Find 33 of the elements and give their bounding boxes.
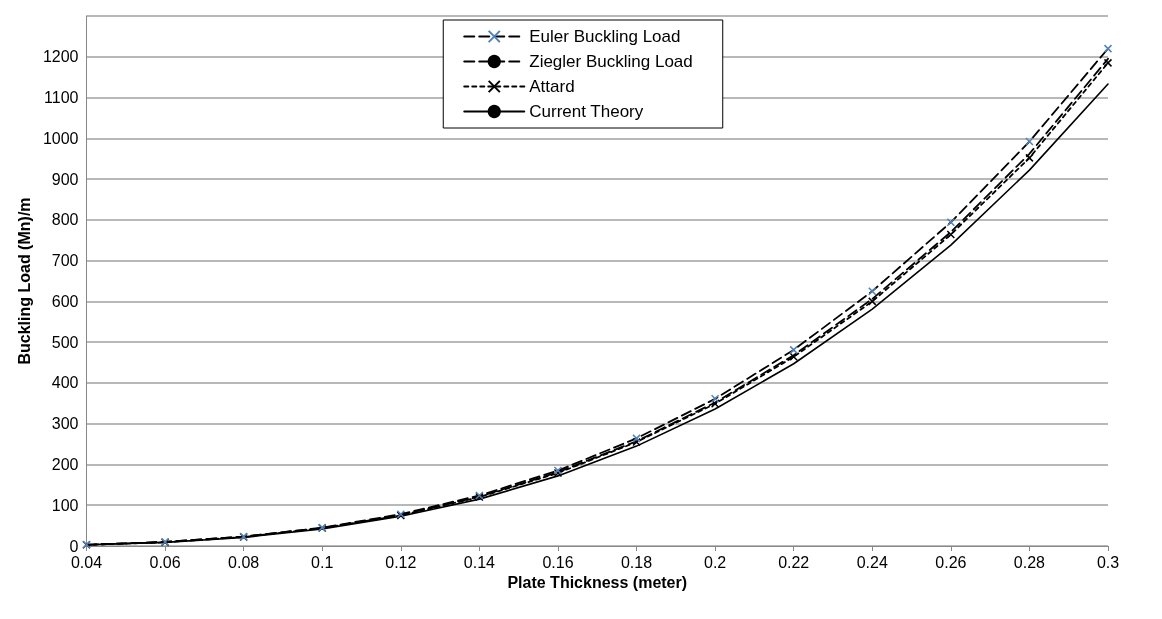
x-tick-label: 0.22 — [778, 553, 810, 571]
y-tick-label: 300 — [51, 415, 79, 433]
x-tick-label: 0.04 — [70, 553, 103, 571]
y-tick-label: 800 — [51, 211, 79, 229]
y-tick-label: 1200 — [42, 48, 79, 66]
x-tick-label: 0.3 — [1096, 553, 1120, 571]
y-tick-label: 0 — [69, 537, 79, 555]
y-tick-label: 500 — [51, 333, 79, 351]
legend-label: Current Theory — [529, 102, 644, 121]
y-axis-title: Buckling Load (Mn)/m — [15, 197, 33, 365]
legend-label: Attard — [529, 77, 575, 96]
x-tick-label: 0.2 — [703, 553, 727, 571]
x-tick-label: 0.06 — [149, 553, 181, 571]
x-tick-label: 0.26 — [935, 553, 967, 571]
y-tick-label: 1000 — [42, 129, 79, 147]
legend-label: Euler Buckling Load — [529, 27, 681, 46]
x-axis-title: Plate Thickness (meter) — [507, 574, 688, 592]
x-tick-label: 0.12 — [385, 553, 417, 571]
y-tick-label: 600 — [51, 292, 79, 310]
x-tick-label: 0.28 — [1013, 553, 1046, 571]
y-tick-label: 1100 — [44, 89, 79, 107]
x-tick-label: 0.16 — [542, 553, 574, 571]
y-tick-label: 900 — [51, 170, 79, 188]
y-tick-label: 400 — [51, 374, 79, 392]
y-tick-label: 200 — [51, 455, 79, 473]
y-tick-label: 100 — [51, 496, 79, 514]
x-tick-label: 0.08 — [228, 553, 260, 571]
x-tick-label: 0.1 — [311, 553, 334, 571]
legend-label: Ziegler Buckling Load — [529, 52, 693, 71]
x-tick-label: 0.14 — [463, 553, 496, 571]
x-tick-label: 0.18 — [620, 553, 653, 571]
x-tick-label: 0.24 — [856, 553, 888, 571]
y-tick-label: 700 — [51, 252, 79, 270]
